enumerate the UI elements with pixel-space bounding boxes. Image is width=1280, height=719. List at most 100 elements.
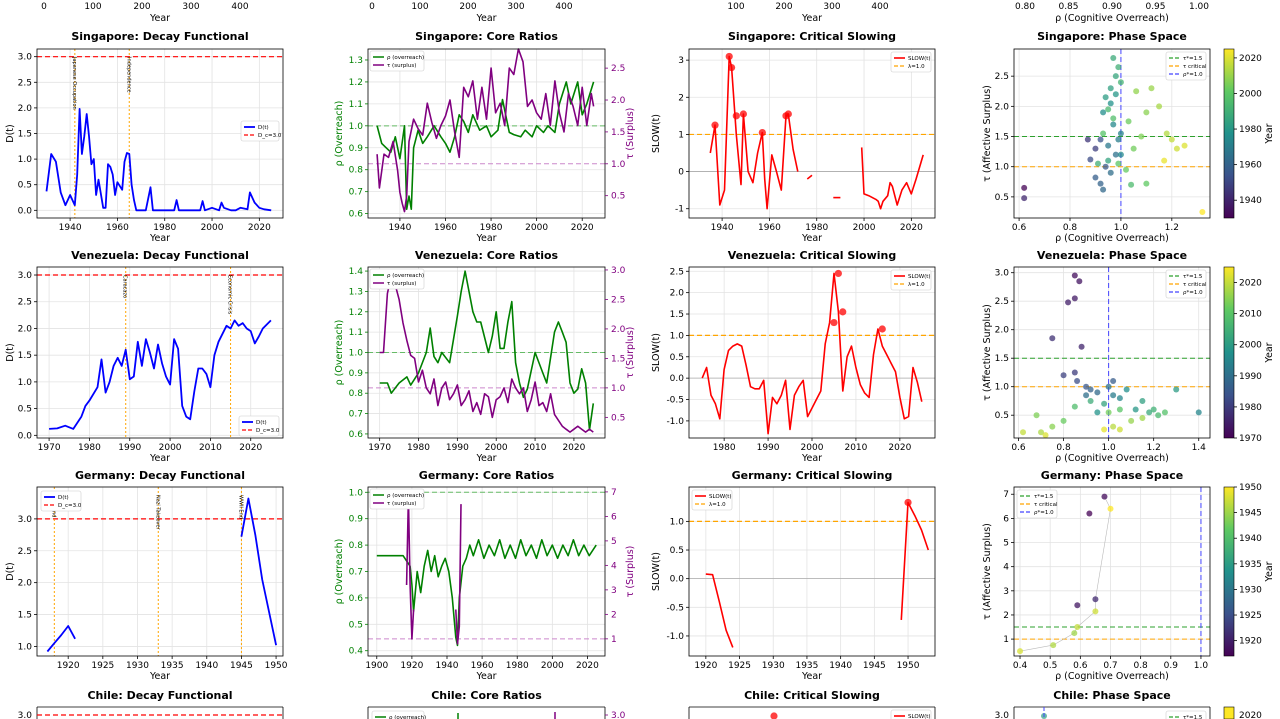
y-tick-label: 3 <box>1003 587 1009 597</box>
y-tick-label: 5 <box>1003 539 1009 549</box>
slowing-frame <box>688 486 936 657</box>
legend-label: SLOW(t) <box>908 56 931 62</box>
x-axis-label: ρ (Cognitive Overreach) <box>1055 233 1169 244</box>
decay-panel: Chile: Decay Functional 3.0 <box>18 689 284 719</box>
x-tick-label: 1.2 <box>1165 223 1179 233</box>
y-tick-label: 2.5 <box>18 547 32 557</box>
x-tick-label: 1940 <box>711 223 734 233</box>
x-tick-label: 1980 <box>153 223 176 233</box>
phase-point <box>1116 406 1123 413</box>
y-axis-label-right: τ (Surplus) <box>625 327 636 379</box>
top-x-axis-label: Year <box>149 13 170 24</box>
x-axis-label: Year <box>801 233 822 244</box>
ratios-panel: Germany: Core Ratios 1900 1920 1940 1960 1980… <box>334 469 636 682</box>
y-tick-label: 0 <box>678 168 684 178</box>
x-tick-label: 1935 <box>161 661 184 671</box>
phase-point <box>1071 295 1078 302</box>
phase-point <box>1065 299 1072 306</box>
legend-label: SLOW(t) <box>908 274 931 280</box>
x-tick-label: 0.6 <box>1011 443 1026 453</box>
phase-point <box>1100 130 1107 137</box>
phase-point <box>1087 386 1094 393</box>
phase-point <box>1112 91 1119 98</box>
phase-point <box>1071 630 1078 637</box>
chart-title: Chile: Critical Slowing <box>744 689 880 702</box>
phase-point <box>1117 151 1124 158</box>
phase-point <box>1143 180 1150 187</box>
legend-label: D(t) <box>58 495 69 501</box>
y-tick-label: 0.7 <box>349 410 363 420</box>
legend-label: τ*=1.5 <box>1034 494 1054 500</box>
ratios-panel: Chile: Core Ratios ρ (overreach) 3.0 <box>367 689 626 719</box>
x-tick-label: 1980 <box>713 443 736 453</box>
y-tick-label: -1.0 <box>666 417 684 427</box>
legend-box <box>890 269 932 291</box>
x-tick-label: 1950 <box>265 661 288 671</box>
chart-title: Venezuela: Decay Functional <box>71 249 249 262</box>
slow-peak-point <box>770 712 778 719</box>
y-tick-label: 1.0 <box>349 349 364 359</box>
phase-point <box>1021 195 1028 202</box>
phase-point <box>1033 412 1040 419</box>
phase-point <box>1161 409 1168 416</box>
y-tick-label: 1.3 <box>349 287 363 297</box>
y-tick-label-right: 2.0 <box>611 325 626 335</box>
phase-point <box>1087 397 1094 404</box>
y-tick-label: 1 <box>1003 635 1009 645</box>
legend-box <box>1016 489 1058 519</box>
y-tick-label: 2.0 <box>18 104 33 114</box>
y-tick-label: 0.0 <box>18 431 33 441</box>
phase-point <box>1076 278 1083 285</box>
top-x-tick-label: 0.95 <box>1145 2 1165 12</box>
x-tick-label: 1945 <box>863 661 886 671</box>
phase-point <box>1107 85 1114 92</box>
x-tick-label: 1945 <box>230 661 253 671</box>
colorbar-tick-label: 2020 <box>1239 711 1262 719</box>
chart-title: Chile: Decay Functional <box>87 689 232 702</box>
colorbar-tick-label: 1960 <box>1239 161 1262 171</box>
x-tick-label: 1925 <box>728 661 751 671</box>
phase-point <box>1094 409 1101 416</box>
legend-box <box>40 490 82 512</box>
y-tick-label: 0.5 <box>995 411 1009 421</box>
phase-point <box>1173 386 1180 393</box>
tau-line <box>405 495 415 640</box>
y-tick-label: 0.5 <box>349 620 363 630</box>
y-tick-label: 2.0 <box>18 579 33 589</box>
slow-peak-point <box>834 269 842 278</box>
x-axis-label: Year <box>149 671 170 682</box>
phase-point <box>1107 100 1114 107</box>
legend-box <box>1165 51 1207 81</box>
x-tick-label: 1980 <box>506 661 529 671</box>
slow-line <box>860 147 924 210</box>
slow-peak-point <box>839 308 847 316</box>
phase-point <box>1094 389 1101 396</box>
top-x-tick-label: 300 <box>823 2 840 12</box>
y-tick-label: 7 <box>1003 490 1009 500</box>
phase-panel: Singapore: Phase Space 0.6 0.8 1.0 1.2 0.5 1.0… <box>982 30 1275 244</box>
phase-point <box>1071 272 1078 279</box>
phase-point <box>1086 510 1093 517</box>
legend-label: τ critical <box>1183 282 1207 288</box>
x-tick-label: 2020 <box>888 443 911 453</box>
y-tick-label: 0.5 <box>670 546 684 556</box>
colorbar-tick-label: 1920 <box>1239 637 1262 647</box>
y-axis-label-right: τ (Surplus) <box>625 108 636 160</box>
legend-label: λ=1.0 <box>908 64 925 70</box>
phase-point <box>1097 136 1104 143</box>
y-tick-label: 0.7 <box>349 568 363 578</box>
y-tick-label: 1 <box>678 130 684 140</box>
chart-title: Germany: Critical Slowing <box>732 469 893 482</box>
y-tick-label-right: 0.5 <box>611 192 625 202</box>
legend-label: τ*=1.5 <box>1183 715 1203 719</box>
legend-label: ρ (overreach) <box>389 715 426 719</box>
y-tick-label: 0.7 <box>349 188 363 198</box>
legend-label: λ=1.0 <box>709 502 726 508</box>
colorbar-tick-label: 1935 <box>1239 560 1262 570</box>
y-tick-label: 2.5 <box>995 72 1009 82</box>
phase-point <box>1163 130 1170 137</box>
chart-title: Singapore: Critical Slowing <box>728 30 896 43</box>
phase-point <box>1156 103 1163 110</box>
phase-point <box>1071 369 1078 376</box>
legend-label: SLOW(t) <box>908 714 931 719</box>
